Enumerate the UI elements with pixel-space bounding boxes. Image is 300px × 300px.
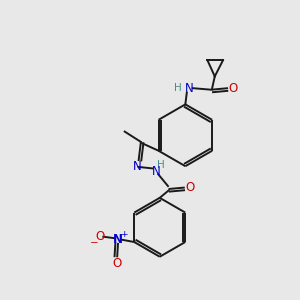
Text: N: N	[152, 165, 161, 178]
Text: N: N	[113, 232, 123, 246]
Text: O: O	[95, 230, 104, 243]
Text: O: O	[112, 257, 122, 270]
Text: O: O	[229, 82, 238, 95]
Text: N: N	[185, 82, 194, 95]
Text: H: H	[174, 83, 182, 93]
Text: −: −	[89, 238, 98, 248]
Text: O: O	[185, 181, 195, 194]
Text: +: +	[120, 230, 127, 238]
Text: N: N	[133, 160, 141, 173]
Text: H: H	[157, 160, 165, 170]
